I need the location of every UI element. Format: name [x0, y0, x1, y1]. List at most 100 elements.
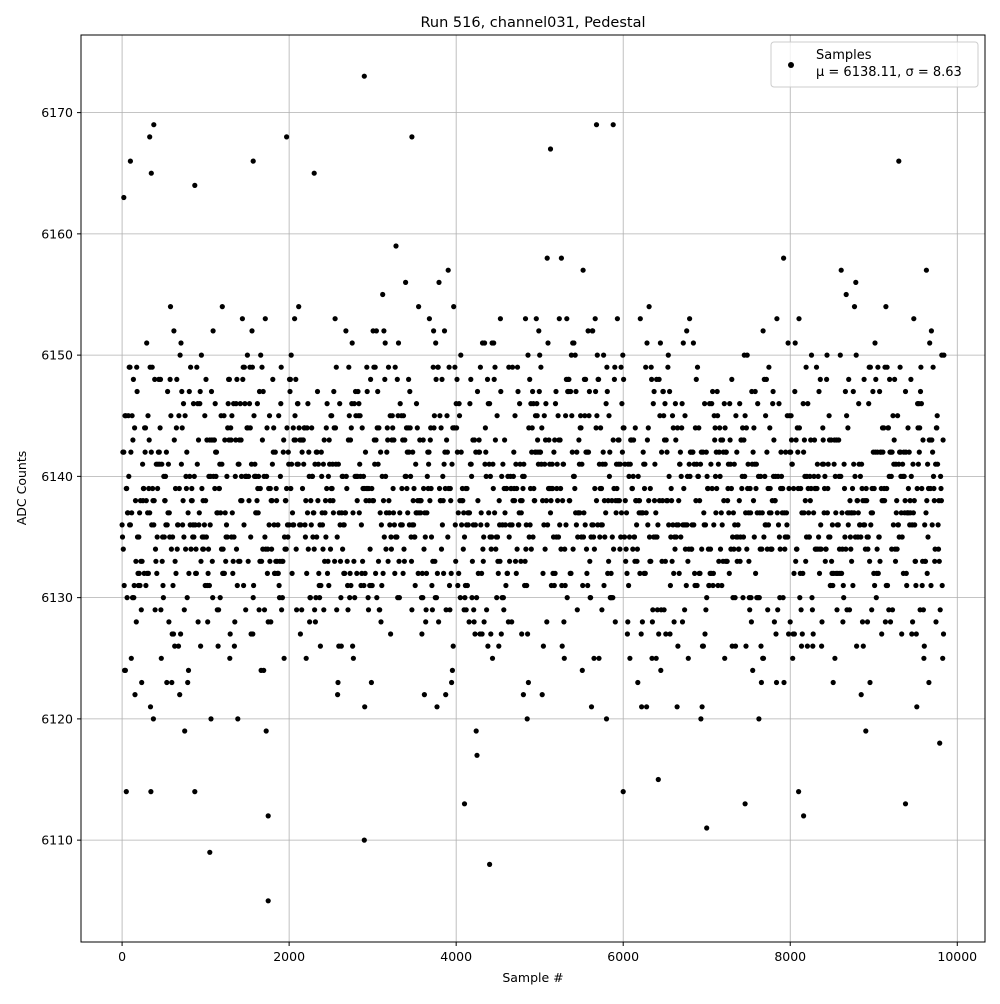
- data-point: [443, 607, 449, 613]
- data-point: [715, 582, 721, 589]
- data-point: [246, 498, 252, 504]
- data-point: [269, 498, 275, 504]
- data-point: [318, 449, 324, 455]
- data-point: [606, 413, 612, 419]
- data-point: [837, 352, 843, 358]
- data-point: [785, 534, 791, 540]
- data-point: [494, 413, 500, 419]
- data-point: [490, 485, 496, 492]
- data-point: [348, 425, 354, 431]
- data-point: [431, 328, 437, 334]
- data-point: [780, 595, 786, 601]
- data-point: [216, 607, 222, 613]
- data-point: [381, 534, 387, 540]
- data-point: [294, 607, 300, 613]
- data-point: [543, 498, 550, 504]
- data-point: [381, 328, 387, 334]
- data-point: [819, 619, 825, 625]
- data-point: [403, 279, 409, 285]
- data-point: [596, 376, 602, 382]
- data-point: [212, 485, 218, 492]
- data-point: [386, 510, 392, 516]
- legend-marker: [788, 62, 794, 68]
- data-point: [288, 352, 294, 358]
- data-point: [347, 437, 354, 443]
- data-point: [334, 607, 340, 613]
- data-point: [142, 425, 149, 431]
- data-point: [602, 461, 608, 467]
- data-point: [399, 522, 405, 528]
- data-point: [563, 413, 569, 419]
- data-point: [410, 498, 416, 504]
- data-point: [453, 558, 459, 564]
- data-point: [627, 461, 633, 467]
- data-point: [290, 425, 296, 431]
- data-point: [798, 485, 804, 492]
- data-point: [580, 534, 587, 540]
- data-point: [544, 255, 550, 261]
- data-point: [180, 522, 186, 528]
- data-point: [895, 413, 901, 419]
- data-point: [482, 461, 488, 467]
- data-point: [784, 522, 790, 528]
- data-point: [739, 485, 745, 492]
- data-point: [582, 522, 588, 528]
- data-point: [619, 401, 625, 407]
- data-point: [902, 388, 909, 395]
- data-point: [925, 461, 931, 467]
- data-point: [356, 401, 362, 407]
- data-point: [676, 570, 682, 577]
- data-point: [496, 643, 502, 649]
- data-point: [466, 510, 473, 516]
- data-point: [184, 449, 190, 455]
- data-point: [232, 473, 238, 479]
- data-point: [882, 498, 888, 504]
- data-point: [763, 413, 769, 419]
- data-point: [293, 376, 299, 382]
- data-point: [607, 449, 613, 455]
- data-point: [308, 498, 314, 504]
- data-point: [395, 340, 402, 346]
- data-point: [715, 413, 721, 419]
- y-tick-label: 6120: [41, 711, 73, 726]
- data-point: [789, 461, 795, 467]
- data-point: [601, 352, 607, 358]
- data-point: [702, 522, 709, 528]
- data-point: [146, 437, 152, 443]
- data-point: [455, 582, 461, 589]
- data-point: [141, 485, 147, 492]
- data-point: [714, 485, 720, 492]
- data-point: [780, 485, 786, 492]
- data-point: [256, 607, 262, 613]
- data-point: [370, 498, 377, 504]
- data-point-outlier: [742, 801, 748, 807]
- data-point: [631, 534, 638, 540]
- data-point: [670, 425, 676, 431]
- data-point: [593, 388, 599, 395]
- data-point: [623, 510, 630, 516]
- data-point: [156, 449, 162, 455]
- data-point: [231, 534, 237, 540]
- data-point: [337, 401, 343, 407]
- data-point: [483, 449, 489, 455]
- data-point: [648, 364, 654, 370]
- data-point: [811, 437, 818, 443]
- x-tick-label: 4000: [440, 949, 472, 964]
- data-point: [561, 619, 567, 625]
- data-point: [255, 510, 261, 516]
- data-point: [524, 582, 530, 589]
- data-point: [666, 522, 672, 528]
- data-point: [875, 570, 881, 577]
- data-point: [421, 692, 427, 698]
- data-point: [560, 461, 567, 467]
- data-point: [585, 449, 592, 455]
- data-point: [841, 461, 847, 467]
- y-axis-ticks: 6110 6120 6130 6140 6150 6160 6170: [41, 105, 81, 848]
- data-point: [859, 485, 865, 492]
- data-point-outlier: [461, 801, 468, 807]
- data-point: [699, 546, 705, 552]
- data-point: [143, 582, 149, 589]
- data-point: [373, 570, 379, 577]
- data-point: [448, 498, 454, 504]
- data-point: [846, 607, 853, 613]
